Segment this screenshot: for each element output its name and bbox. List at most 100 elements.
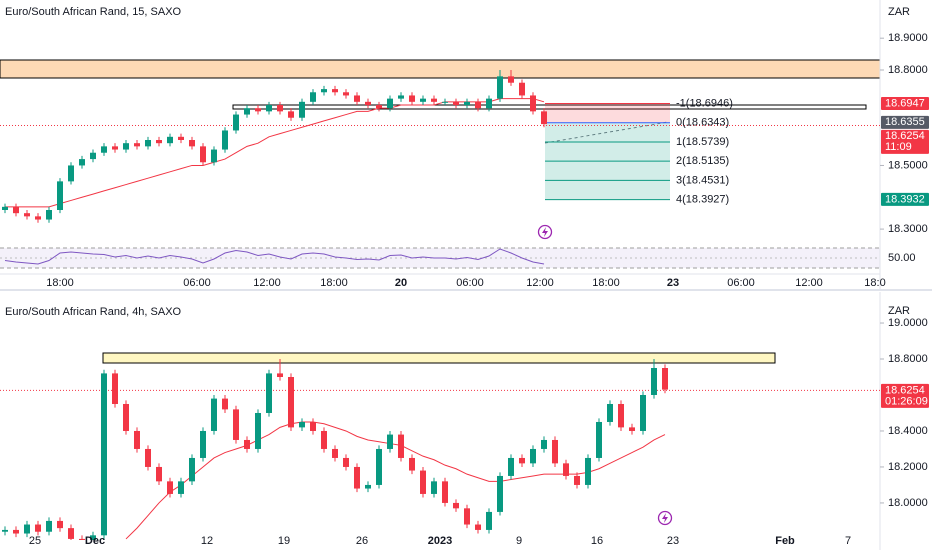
candle-body [189, 457, 195, 482]
price-tag-label: 18.6947 [885, 97, 925, 109]
candle-body [607, 403, 613, 422]
candle-body [442, 481, 448, 503]
candle-body [211, 149, 217, 163]
candle-body [211, 398, 217, 431]
candle-body [508, 76, 514, 83]
projection-line [544, 121, 669, 144]
candle-body [167, 136, 173, 144]
candle-body [486, 511, 492, 530]
event-icon[interactable] [537, 224, 553, 240]
candle-body [497, 76, 503, 99]
candle-body [101, 146, 107, 153]
candle-body [244, 108, 250, 115]
candle-body [123, 143, 129, 150]
horizontal-level[interactable] [232, 104, 867, 110]
candle-body [57, 181, 63, 210]
candle-body [200, 146, 206, 163]
candle-body [24, 213, 30, 217]
candle-body [343, 457, 349, 467]
candle-body [431, 481, 437, 494]
candle-body [332, 89, 338, 93]
price-tag-label: 18.6355 [885, 116, 925, 128]
candle-body [244, 439, 250, 449]
candle-body [255, 412, 261, 449]
y-tick-label: 18.0000 [888, 497, 928, 509]
candle-body [156, 140, 162, 144]
x-tick-label: 26 [356, 535, 368, 547]
candle-body [387, 98, 393, 109]
candle-body [79, 538, 85, 540]
fib-label: -1(18.6946) [676, 97, 733, 109]
candle-body [90, 152, 96, 160]
x-tick-label: Feb [775, 535, 795, 547]
candle-body [277, 373, 283, 378]
resistance-zone[interactable] [102, 352, 776, 364]
candle-body [387, 434, 393, 449]
candle-body [651, 368, 657, 395]
x-tick-label: 20 [395, 277, 407, 289]
candle-body [2, 529, 8, 532]
candle-body [310, 92, 316, 102]
fib-label: 0(18.6343) [676, 117, 729, 129]
price-tag [881, 97, 929, 111]
candle-body [35, 524, 41, 532]
candle-body [618, 403, 624, 428]
event-icon[interactable] [657, 510, 673, 526]
x-tick-label: 18:00 [320, 277, 348, 289]
y-tick-label: 18.4000 [888, 425, 928, 437]
candle-body [112, 146, 118, 150]
x-tick-label: 23 [667, 277, 679, 289]
candle-body [497, 475, 503, 512]
candle-body [266, 105, 272, 112]
candle-body [453, 101, 459, 105]
price-tag-label: 18.6254 [885, 384, 925, 396]
candle-body [299, 101, 305, 118]
y-tick-label: 18.9000 [888, 32, 928, 44]
y-tick-label: 18.3000 [888, 223, 928, 235]
x-tick-label: 7 [845, 535, 851, 547]
candle-body [46, 210, 52, 220]
candle-body [123, 403, 129, 431]
rsi-tick-label: 50.00 [888, 252, 916, 264]
candle-body [596, 421, 602, 458]
candle-body [354, 466, 360, 489]
currency: ZAR [888, 305, 910, 317]
candle-body [2, 206, 8, 210]
candle-body [145, 448, 151, 467]
candle-body [178, 136, 184, 140]
y-tick-label: 18.8000 [888, 353, 928, 365]
price-tag-label: 18.6254 [885, 130, 925, 142]
candle-body [376, 448, 382, 485]
x-tick-label: Dec [85, 535, 105, 547]
candle-body [464, 508, 470, 525]
x-tick-label: 12:00 [253, 277, 281, 289]
x-tick-label: 9 [516, 535, 522, 547]
candle-body [409, 457, 415, 471]
candle-body [640, 394, 646, 431]
x-tick-label: 23 [667, 535, 679, 547]
candle-body [530, 95, 536, 112]
candle-body [519, 457, 525, 464]
x-tick-label: 18:00 [46, 277, 74, 289]
candle-body [156, 466, 162, 482]
candle-body [189, 140, 195, 147]
candle-body [321, 89, 327, 93]
x-tick-label: 06:00 [456, 277, 484, 289]
candle-body [24, 524, 30, 534]
candle-body [167, 481, 173, 494]
moving-average [5, 98, 545, 208]
price-tag [881, 129, 929, 154]
candle-body [255, 108, 261, 112]
fib-label: 1(18.5739) [676, 136, 729, 148]
candle-body [13, 206, 19, 214]
candle-body [365, 101, 371, 105]
resistance-zone[interactable] [0, 59, 881, 79]
rsi-line [4, 248, 545, 265]
candle-body [365, 484, 371, 489]
candle-body [178, 481, 184, 494]
candle-body [134, 430, 140, 449]
x-tick-label: 18:00 [592, 277, 620, 289]
candle-body [585, 457, 591, 485]
price-tag-label: 18.3932 [885, 193, 925, 205]
